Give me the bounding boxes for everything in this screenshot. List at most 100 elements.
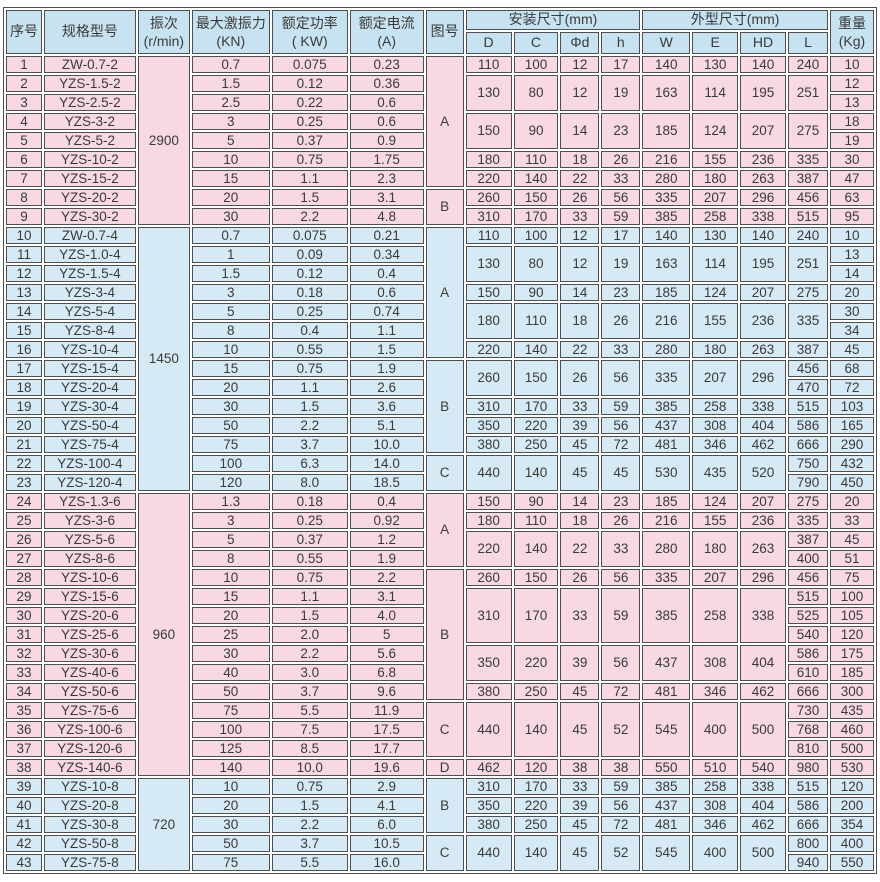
cell: 185 [642, 283, 691, 301]
cell: 3 [191, 511, 270, 529]
cell: 0.075 [271, 226, 348, 244]
cell: 30 [829, 302, 874, 320]
cell: 435 [829, 701, 874, 719]
cell: YZS-15-4 [43, 359, 136, 377]
cell: 140 [513, 701, 559, 757]
cell: 3.1 [349, 587, 424, 605]
cell: 0.6 [349, 93, 424, 111]
cell: 140 [513, 454, 559, 491]
cell: 37 [6, 739, 42, 757]
cell: 5 [191, 302, 270, 320]
cell: YZS-15-2 [43, 169, 136, 187]
cell: 2.2 [271, 416, 348, 434]
cell: 34 [829, 321, 874, 339]
header-force: 最大激振力 (KN) [191, 10, 270, 54]
cell: 346 [692, 682, 739, 700]
cell: 195 [740, 74, 786, 111]
cell: 545 [642, 834, 691, 871]
cell: 435 [692, 454, 739, 491]
cell: 0.34 [349, 245, 424, 263]
cell: 6.3 [271, 454, 348, 472]
table-row: 17 YZS-15-4 15 0.75 1.9 B 260 150 26 56 335 207 296 4… [6, 359, 874, 453]
table-row: 23 YZS-120-4 120 8.0 18.5 790 450 [6, 473, 874, 491]
cell: 0.74 [349, 302, 424, 320]
cell: 0.4 [271, 321, 348, 339]
header-model: 规格型号 [43, 10, 136, 54]
cell: B [425, 188, 464, 225]
cell: 0.37 [271, 131, 348, 149]
cell: 80 [513, 74, 559, 111]
cell: 15 [191, 587, 270, 605]
cell: 45 [560, 815, 600, 833]
cell: 39 [560, 416, 600, 434]
cell: 12 [560, 245, 600, 282]
cell: 0.4 [349, 264, 424, 282]
cell: 346 [692, 815, 739, 833]
cell: 45 [829, 340, 874, 358]
cell: 440 [465, 454, 512, 491]
header-power: 额定功率 ( KW) [271, 10, 348, 54]
cell: 216 [642, 511, 691, 529]
cell: 140 [642, 226, 691, 244]
cell: 120 [191, 473, 270, 491]
cell: 335 [788, 511, 828, 529]
cell: 33 [601, 340, 641, 358]
cell: 23 [601, 492, 641, 510]
cell: 586 [788, 644, 828, 662]
cell: 207 [692, 188, 739, 206]
cell: 0.18 [271, 283, 348, 301]
cell: 52 [601, 834, 641, 871]
cell: 0.55 [271, 340, 348, 358]
cell: YZS-8-4 [43, 321, 136, 339]
cell: 18 [6, 378, 42, 396]
cell: YZS-75-4 [43, 435, 136, 453]
table-row: 27 YZS-8-6 8 0.55 1.9 400 51 [6, 549, 874, 567]
cell: 110 [513, 302, 559, 339]
cell: YZS-3-2 [43, 112, 136, 130]
cell: 80 [513, 245, 559, 282]
cell: 75 [191, 435, 270, 453]
cell: 16.0 [349, 853, 424, 871]
table-row: 38 YZS-140-6 140 10.0 19.6 D 462 120 38 38 550 510 5… [6, 758, 874, 776]
cell: 30 [191, 815, 270, 833]
cell: 100 [191, 454, 270, 472]
cell: 21 [6, 435, 42, 453]
cell: 387 [788, 340, 828, 358]
cell: 530 [642, 454, 691, 491]
cell: 1.2 [349, 530, 424, 548]
cell: 10 [191, 568, 270, 586]
cell: 114 [692, 74, 739, 111]
table-row: 35 YZS-75-6 75 5.5 11.9 C 440 140 45 52 545 400 500 7… [6, 701, 874, 757]
cell: 1.9 [349, 359, 424, 377]
cell: 39 [6, 777, 42, 795]
cell: 335 [642, 359, 691, 396]
cell: 52 [601, 701, 641, 757]
cell: 140 [513, 340, 559, 358]
cell: 63 [829, 188, 874, 206]
cell: 155 [692, 302, 739, 339]
cell: 275 [788, 283, 828, 301]
cell: D [425, 758, 464, 776]
header-speed-line2: (r/min) [143, 32, 185, 49]
cell: 1.1 [271, 378, 348, 396]
cell: 14 [560, 492, 600, 510]
cell: 800 [788, 834, 828, 852]
cell: 17.7 [349, 739, 424, 757]
cell: 540 [740, 758, 786, 776]
cell: 263 [740, 530, 786, 567]
cell: 22 [560, 169, 600, 187]
cell: 51 [829, 549, 874, 567]
cell: 2.2 [349, 568, 424, 586]
cell: 24 [6, 492, 42, 510]
header-weight: 重量 (Kg) [829, 10, 874, 54]
cell: 3 [6, 93, 42, 111]
cell: 0.55 [271, 549, 348, 567]
header-install-group: 安装尺寸(mm) [465, 10, 641, 30]
table-row: 22 YZS-100-4 100 6.3 14.0 C 440 140 45 45 530 435 52… [6, 454, 874, 491]
cell: 180 [692, 530, 739, 567]
cell: 437 [642, 416, 691, 434]
cell: 462 [740, 682, 786, 700]
header-dim-w: W [642, 31, 691, 54]
cell: 13 [6, 283, 42, 301]
spec-table: 序号 规格型号 振次 (r/min) 最大激振力 (KN) 额定功率 ( KW)… [3, 7, 877, 874]
